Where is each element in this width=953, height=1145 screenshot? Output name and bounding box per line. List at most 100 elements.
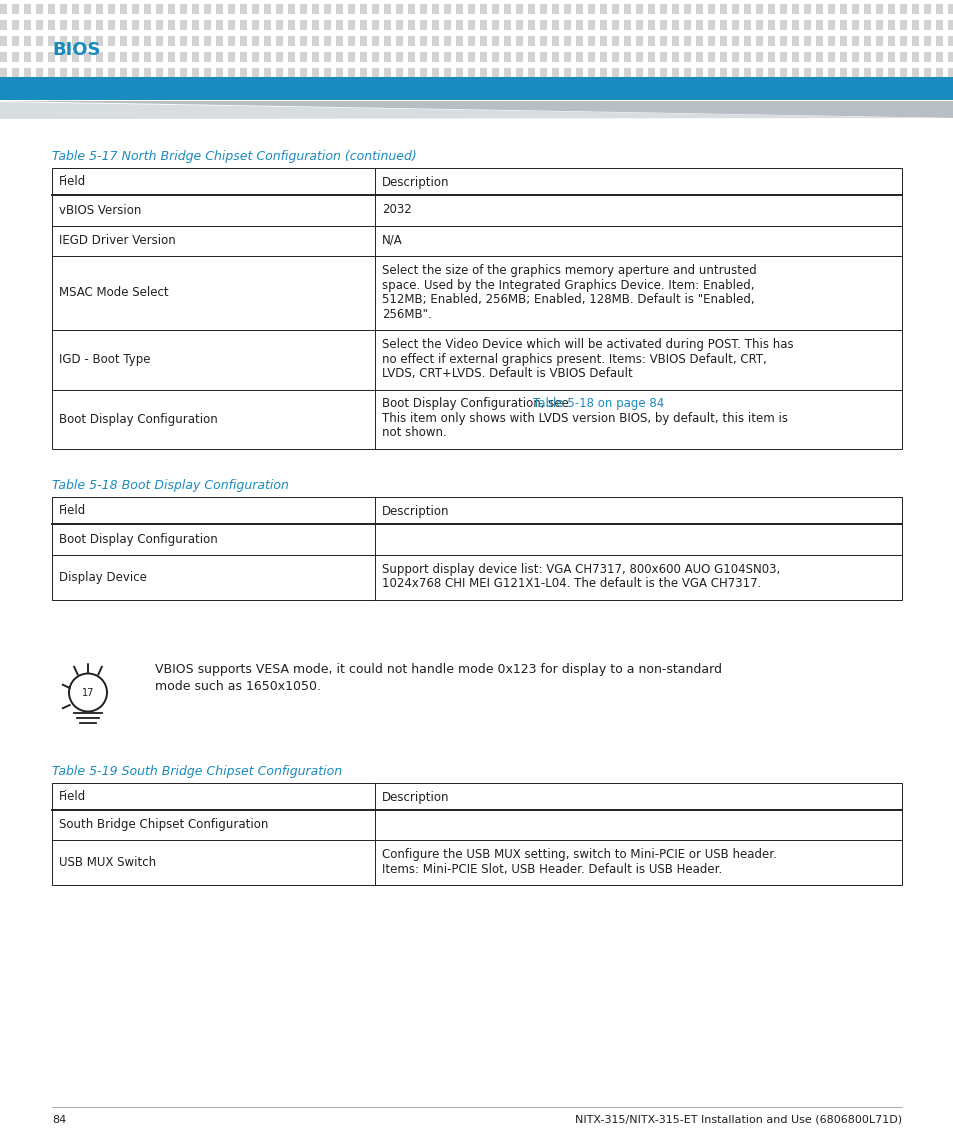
Bar: [492, 35, 498, 46]
Text: 2032: 2032: [381, 203, 412, 216]
Text: VBIOS supports VESA mode, it could not handle mode 0x123 for display to a non-st: VBIOS supports VESA mode, it could not h…: [154, 663, 721, 676]
Bar: [563, 19, 571, 30]
Bar: [228, 35, 234, 46]
Bar: [252, 3, 258, 14]
Bar: [36, 52, 43, 62]
Bar: [180, 3, 187, 14]
Bar: [743, 35, 750, 46]
Bar: [120, 35, 127, 46]
Bar: [863, 19, 870, 30]
Bar: [60, 52, 67, 62]
Bar: [359, 68, 367, 78]
Bar: [432, 3, 438, 14]
Bar: [863, 35, 870, 46]
Bar: [0, 3, 7, 14]
Text: 1024x768 CHI MEI G121X1-L04. The default is the VGA CH7317.: 1024x768 CHI MEI G121X1-L04. The default…: [381, 577, 760, 590]
Bar: [156, 52, 163, 62]
Text: Table 5-18 on page 84: Table 5-18 on page 84: [533, 397, 663, 411]
Bar: [12, 3, 19, 14]
Text: LVDS, CRT+LVDS. Default is VBIOS Default: LVDS, CRT+LVDS. Default is VBIOS Default: [381, 368, 632, 380]
Bar: [275, 19, 283, 30]
Bar: [120, 68, 127, 78]
Bar: [456, 19, 462, 30]
Bar: [827, 35, 834, 46]
Bar: [468, 19, 475, 30]
Bar: [780, 19, 786, 30]
Bar: [516, 52, 522, 62]
Bar: [636, 35, 642, 46]
Bar: [935, 3, 942, 14]
Bar: [84, 3, 91, 14]
Bar: [275, 68, 283, 78]
Bar: [851, 52, 858, 62]
Text: no effect if external graphics present. Items: VBIOS Default, CRT,: no effect if external graphics present. …: [381, 353, 766, 365]
Bar: [384, 68, 391, 78]
Bar: [275, 3, 283, 14]
Bar: [479, 52, 486, 62]
Bar: [767, 52, 774, 62]
Bar: [372, 3, 378, 14]
Bar: [791, 19, 799, 30]
Bar: [636, 68, 642, 78]
Bar: [395, 68, 402, 78]
Bar: [720, 35, 726, 46]
Bar: [851, 35, 858, 46]
Bar: [335, 19, 343, 30]
Text: Select the size of the graphics memory aperture and untrusted: Select the size of the graphics memory a…: [381, 264, 756, 277]
Bar: [599, 35, 606, 46]
Bar: [299, 68, 307, 78]
Bar: [720, 19, 726, 30]
Bar: [599, 3, 606, 14]
Bar: [947, 52, 953, 62]
Bar: [204, 19, 211, 30]
Bar: [192, 3, 199, 14]
Bar: [348, 68, 355, 78]
Bar: [636, 19, 642, 30]
Bar: [767, 35, 774, 46]
Bar: [923, 19, 930, 30]
Bar: [696, 52, 702, 62]
Bar: [683, 52, 690, 62]
Bar: [192, 68, 199, 78]
Bar: [456, 68, 462, 78]
Bar: [299, 3, 307, 14]
Bar: [935, 52, 942, 62]
Bar: [683, 35, 690, 46]
Bar: [815, 19, 822, 30]
Bar: [215, 52, 223, 62]
Bar: [120, 52, 127, 62]
Bar: [599, 52, 606, 62]
Bar: [408, 3, 415, 14]
Bar: [144, 35, 151, 46]
Bar: [156, 19, 163, 30]
Bar: [408, 35, 415, 46]
Bar: [24, 3, 30, 14]
Bar: [503, 52, 511, 62]
Bar: [192, 35, 199, 46]
Bar: [552, 3, 558, 14]
Bar: [720, 3, 726, 14]
Bar: [348, 35, 355, 46]
Bar: [180, 35, 187, 46]
Bar: [312, 68, 318, 78]
Bar: [492, 68, 498, 78]
Text: Description: Description: [381, 505, 449, 518]
Bar: [144, 68, 151, 78]
Bar: [348, 52, 355, 62]
Bar: [552, 35, 558, 46]
Text: 84: 84: [52, 1115, 66, 1126]
Bar: [696, 35, 702, 46]
Bar: [108, 52, 115, 62]
Bar: [240, 3, 247, 14]
Bar: [228, 68, 234, 78]
Bar: [671, 19, 679, 30]
Text: Field: Field: [59, 175, 86, 188]
Bar: [384, 3, 391, 14]
Bar: [587, 19, 595, 30]
Bar: [432, 52, 438, 62]
Bar: [395, 19, 402, 30]
Bar: [359, 35, 367, 46]
Bar: [156, 35, 163, 46]
Bar: [24, 68, 30, 78]
Bar: [516, 68, 522, 78]
